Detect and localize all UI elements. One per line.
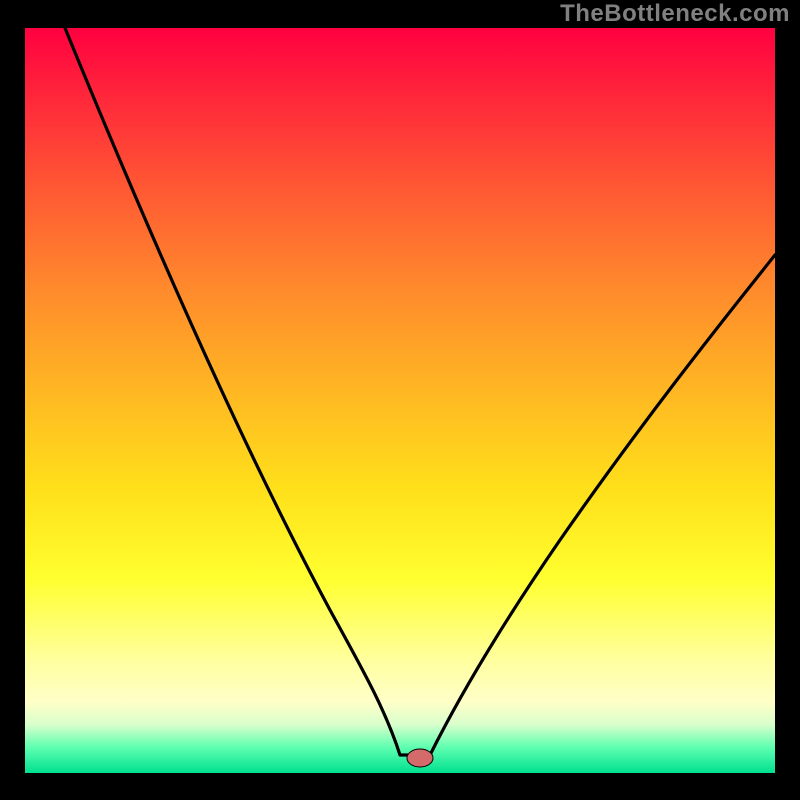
watermark-text: TheBottleneck.com bbox=[560, 0, 790, 28]
bottleneck-chart bbox=[0, 0, 800, 800]
minimum-marker bbox=[407, 749, 433, 767]
chart-container: TheBottleneck.com bbox=[0, 0, 800, 800]
